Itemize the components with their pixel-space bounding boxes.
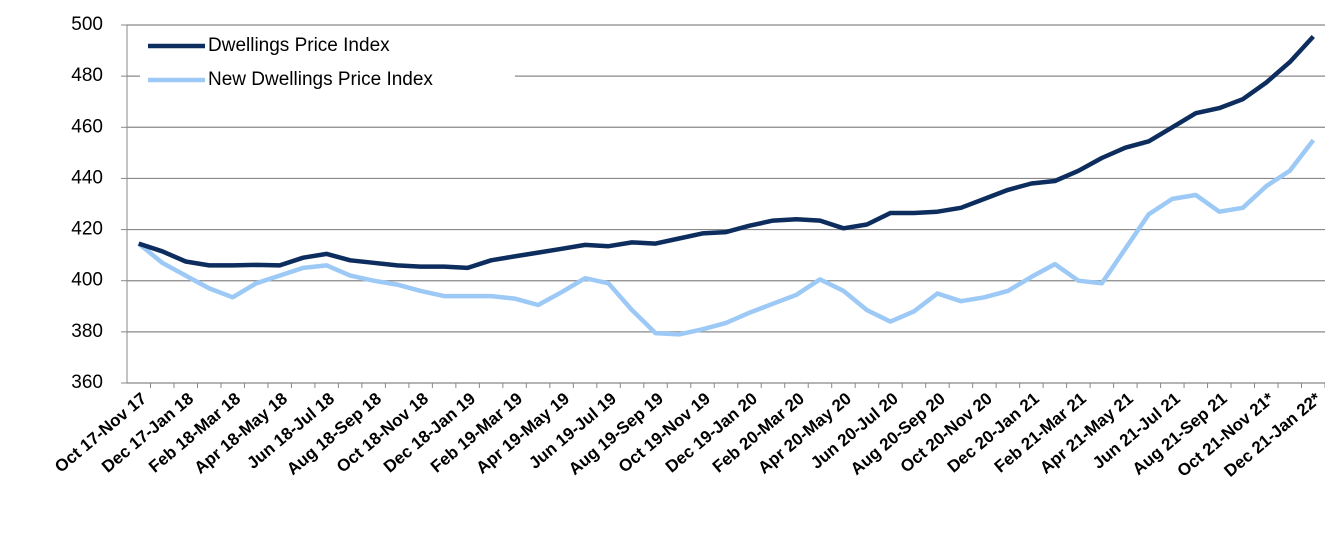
y-tick-label: 420 — [71, 219, 103, 240]
data-line — [137, 138, 1316, 337]
y-tick-label: 480 — [71, 65, 103, 86]
y-tick-label: 360 — [71, 372, 103, 393]
y-tick-label: 380 — [71, 321, 103, 342]
y-tick-label: 440 — [71, 167, 103, 188]
data-line — [137, 34, 1315, 271]
legend-box — [140, 30, 515, 96]
y-tick-label: 400 — [71, 270, 103, 291]
y-tick-label: 500 — [71, 14, 103, 35]
legend: Dwellings Price Index New Dwellings Price… — [140, 30, 515, 96]
legend-label: Dwellings Price Index — [208, 35, 390, 56]
y-tick-label: 460 — [71, 116, 103, 137]
legend-label: New Dwellings Price Index — [208, 69, 433, 90]
